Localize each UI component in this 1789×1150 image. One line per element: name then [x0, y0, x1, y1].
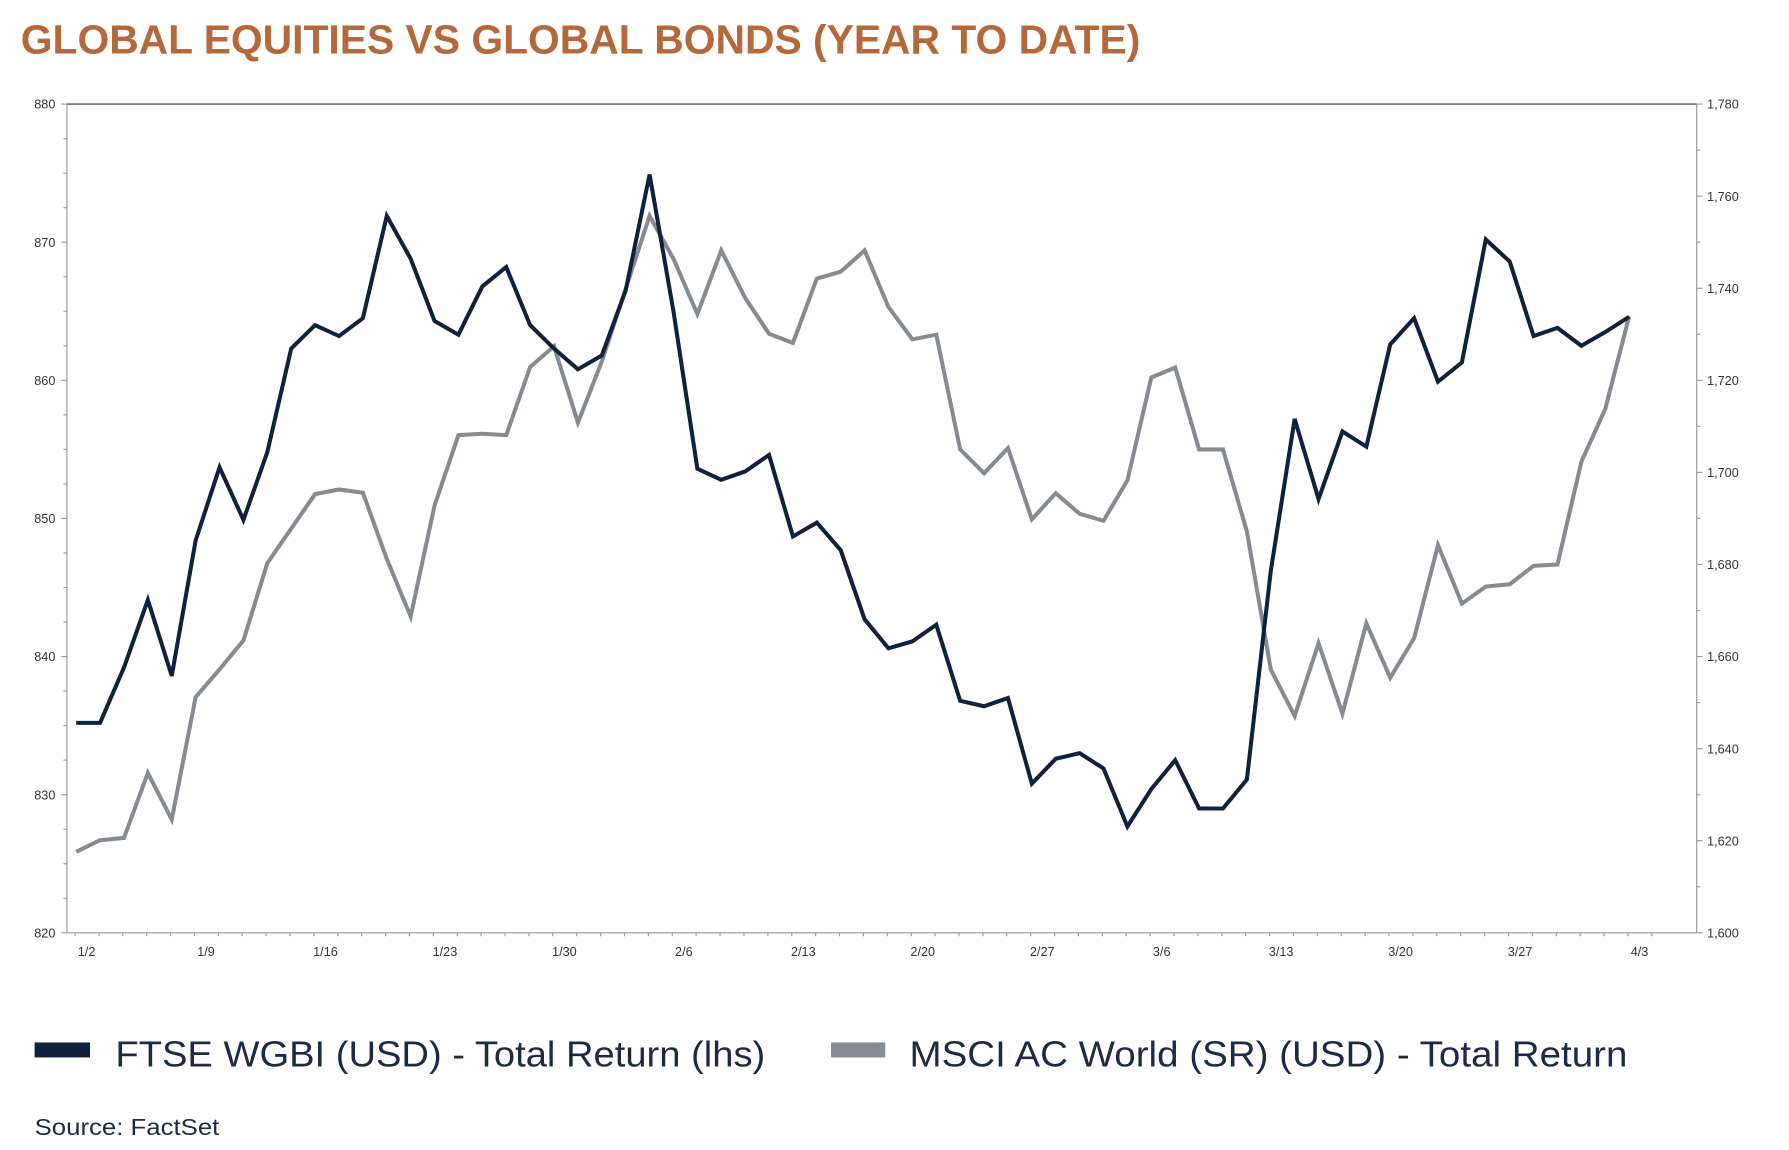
x-axis-tick-label: 3/20 [1388, 945, 1413, 959]
left-axis-tick-label: 820 [34, 926, 55, 940]
series-line-ftse-wgbi [76, 174, 1631, 831]
left-axis-tick-label: 850 [34, 512, 55, 526]
right-axis-tick-label: 1,760 [1707, 190, 1739, 204]
legend-label-msci: MSCI AC World (SR) (USD) - Total Return [910, 1035, 1628, 1075]
legend-label-ftse: FTSE WGBI (USD) - Total Return (lhs) [115, 1035, 765, 1075]
left-axis-tick-label: 830 [34, 788, 55, 802]
x-axis-tick-label: 2/27 [1030, 945, 1055, 959]
chart-title: GLOBAL EQUITIES VS GLOBAL BONDS (YEAR TO… [21, 16, 1141, 62]
right-axis-tick-label: 1,620 [1707, 834, 1739, 848]
right-axis-tick-label: 1,640 [1707, 742, 1739, 756]
x-axis-tick-label: 1/2 [78, 945, 96, 959]
left-axis-tick-label: 880 [34, 98, 55, 112]
x-axis-tick-label: 3/6 [1153, 945, 1171, 959]
right-axis-tick-label: 1,700 [1707, 466, 1739, 480]
left-axis-tick-label: 840 [34, 650, 55, 664]
series-lines [75, 174, 1632, 854]
x-axis-tick-label: 1/16 [313, 945, 338, 959]
legend-swatch-msci [831, 1042, 886, 1058]
x-axis-tick-label: 4/3 [1631, 945, 1649, 959]
x-axis-tick-label: 2/20 [910, 945, 935, 959]
x-axis-tick-label: 1/23 [433, 945, 458, 959]
x-axis-tick-label: 3/27 [1508, 945, 1533, 959]
right-axis-tick-label: 1,680 [1707, 558, 1739, 572]
legend-swatch-ftse [34, 1042, 91, 1058]
x-axis-tick-label: 3/13 [1269, 945, 1294, 959]
right-axis-tick-label: 1,740 [1707, 282, 1739, 296]
right-axis-tick-label: 1,780 [1707, 98, 1739, 112]
x-axis-tick-label: 1/9 [197, 945, 215, 959]
axes: 820 830 840 850 860 870 880 1,600 1,620 1,640 1,66… [34, 98, 1739, 959]
x-axis-tick-label: 2/13 [791, 945, 816, 959]
series-line-msci-ac-world [75, 210, 1632, 854]
left-axis-tick-label: 860 [34, 374, 55, 388]
left-axis-tick-label: 870 [34, 236, 55, 250]
right-axis-tick-label: 1,600 [1707, 926, 1739, 940]
x-axis-tick-label: 2/6 [675, 945, 693, 959]
source-note: Source: FactSet [35, 1114, 220, 1140]
x-axis-tick-label: 1/30 [552, 945, 577, 959]
right-axis-tick-label: 1,720 [1707, 374, 1739, 388]
right-axis-tick-label: 1,660 [1707, 650, 1739, 664]
